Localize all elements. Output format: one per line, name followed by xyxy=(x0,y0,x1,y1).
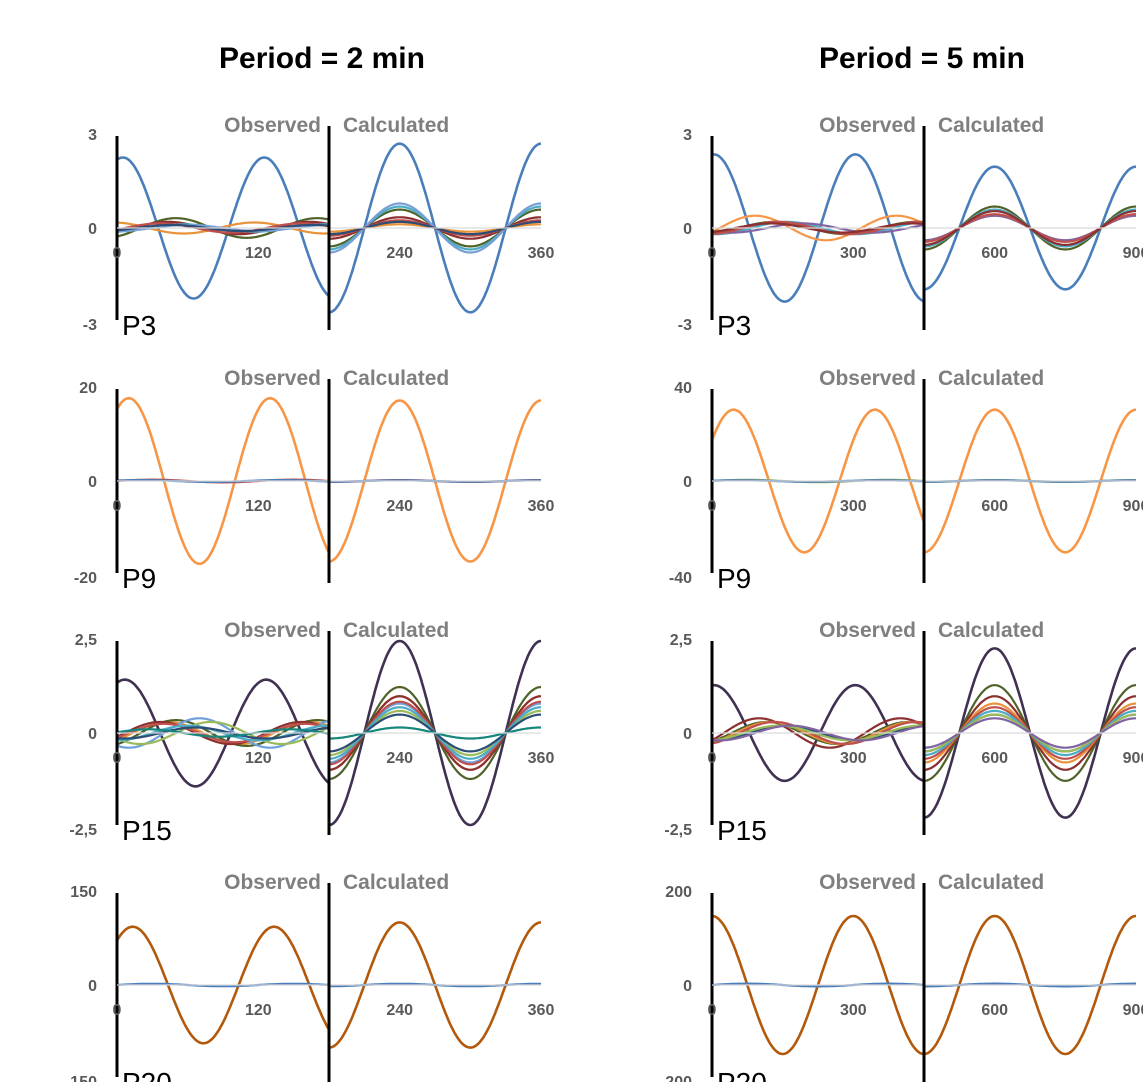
y-tick-label: 0 xyxy=(683,978,692,995)
x-tick-label: 300 xyxy=(840,1002,867,1019)
x-tick-label: 360 xyxy=(528,498,555,515)
calculated-label: Calculated xyxy=(343,114,449,137)
x-tick-label: 900 xyxy=(1123,1002,1143,1019)
x-tick-label: 600 xyxy=(981,750,1008,767)
x-tick-label: 0 xyxy=(113,1002,122,1019)
observed-label: Observed xyxy=(819,367,916,390)
y-tick-label: -20 xyxy=(74,570,97,587)
x-tick-label: 600 xyxy=(981,245,1008,262)
y-tick-label: 2,5 xyxy=(670,632,692,649)
chart-panel-6: 40 0 -40 0 300 600 900 Observed Calculated P9 xyxy=(669,367,1143,594)
y-tick-label: 3 xyxy=(88,127,97,144)
x-tick-label: 360 xyxy=(528,750,555,767)
panel-label: P3 xyxy=(122,310,156,341)
y-tick-label: 0 xyxy=(88,474,97,491)
panel-label: P20 xyxy=(717,1067,767,1082)
x-tick-label: 900 xyxy=(1123,498,1143,515)
y-tick-label: 0 xyxy=(683,726,692,743)
x-tick-label: 0 xyxy=(708,1002,717,1019)
x-tick-label: 240 xyxy=(386,498,413,515)
y-tick-label: 200 xyxy=(665,884,692,901)
chart-panel-5: 3 0 -3 0 300 600 900 Observed Calculated P3 xyxy=(678,114,1143,341)
x-tick-label: 900 xyxy=(1123,750,1143,767)
x-tick-label: 0 xyxy=(708,750,717,767)
panel-label: P3 xyxy=(717,310,751,341)
y-tick-label: 40 xyxy=(674,380,692,397)
left-column-title: Period = 2 min xyxy=(219,42,425,75)
x-tick-label: 600 xyxy=(981,498,1008,515)
calculated-label: Calculated xyxy=(343,871,449,894)
observed-label: Observed xyxy=(224,367,321,390)
calculated-label: Calculated xyxy=(938,619,1044,642)
y-tick-label: -3 xyxy=(83,317,97,334)
chart-panel-7: 2,5 0 -2,5 0 300 600 900 Observed Calculated P15 xyxy=(664,619,1143,846)
x-tick-label: 900 xyxy=(1123,245,1143,262)
y-tick-label: 3 xyxy=(683,127,692,144)
y-tick-label: 0 xyxy=(88,978,97,995)
y-tick-label: -40 xyxy=(669,570,692,587)
calculated-label: Calculated xyxy=(938,871,1044,894)
x-tick-label: 300 xyxy=(840,245,867,262)
panel-label: P15 xyxy=(122,815,172,846)
x-tick-label: 120 xyxy=(245,245,272,262)
y-tick-label: -3 xyxy=(678,317,692,334)
x-tick-label: 240 xyxy=(386,1002,413,1019)
y-tick-label: -2,5 xyxy=(69,822,97,839)
y-tick-label: 0 xyxy=(683,221,692,238)
x-tick-label: 300 xyxy=(840,750,867,767)
panel-label: P9 xyxy=(122,563,156,594)
right-column-title: Period = 5 min xyxy=(819,42,1025,75)
x-tick-label: 240 xyxy=(386,245,413,262)
x-tick-label: 360 xyxy=(528,1002,555,1019)
y-tick-label: 2,5 xyxy=(75,632,97,649)
x-tick-label: 0 xyxy=(708,498,717,515)
y-tick-label: 0 xyxy=(88,726,97,743)
calculated-label: Calculated xyxy=(938,114,1044,137)
observed-label: Observed xyxy=(224,114,321,137)
x-tick-label: 240 xyxy=(386,750,413,767)
panel-label: P9 xyxy=(717,563,751,594)
x-tick-label: 120 xyxy=(245,498,272,515)
calculated-label: Calculated xyxy=(938,367,1044,390)
y-tick-label: -200 xyxy=(660,1074,692,1082)
y-tick-label: 150 xyxy=(70,884,97,901)
observed-label: Observed xyxy=(819,114,916,137)
observed-label: Observed xyxy=(819,619,916,642)
chart-panel-8: 200 0 -200 0 300 600 900 Observed Calculated P20 xyxy=(660,871,1143,1082)
chart-panel-4: 150 0 -150 0 120 240 360 Observed Calculated P20 xyxy=(65,871,554,1082)
x-tick-label: 120 xyxy=(245,750,272,767)
y-tick-label: 20 xyxy=(79,380,97,397)
y-tick-label: -150 xyxy=(65,1074,97,1082)
x-tick-label: 360 xyxy=(528,245,555,262)
y-tick-label: 0 xyxy=(88,221,97,238)
x-tick-label: 0 xyxy=(708,245,717,262)
x-tick-label: 300 xyxy=(840,498,867,515)
chart-panel-2: 20 0 -20 0 120 240 360 Observed Calculated P9 xyxy=(74,367,555,594)
chart-panel-1: 3 0 -3 0 120 240 360 Observed Calculated P3 xyxy=(83,114,555,341)
y-tick-label: 0 xyxy=(683,474,692,491)
panel-label: P20 xyxy=(122,1067,172,1082)
observed-label: Observed xyxy=(819,871,916,894)
calculated-label: Calculated xyxy=(343,619,449,642)
calculated-label: Calculated xyxy=(343,367,449,390)
y-tick-label: -2,5 xyxy=(664,822,692,839)
x-tick-label: 600 xyxy=(981,1002,1008,1019)
x-tick-label: 120 xyxy=(245,1002,272,1019)
observed-label: Observed xyxy=(224,619,321,642)
chart-panel-3: 2,5 0 -2,5 0 120 240 360 Observed Calculated P15 xyxy=(69,619,554,846)
panel-label: P15 xyxy=(717,815,767,846)
x-tick-label: 0 xyxy=(113,498,122,515)
x-tick-label: 0 xyxy=(113,245,122,262)
x-tick-label: 0 xyxy=(113,750,122,767)
observed-label: Observed xyxy=(224,871,321,894)
